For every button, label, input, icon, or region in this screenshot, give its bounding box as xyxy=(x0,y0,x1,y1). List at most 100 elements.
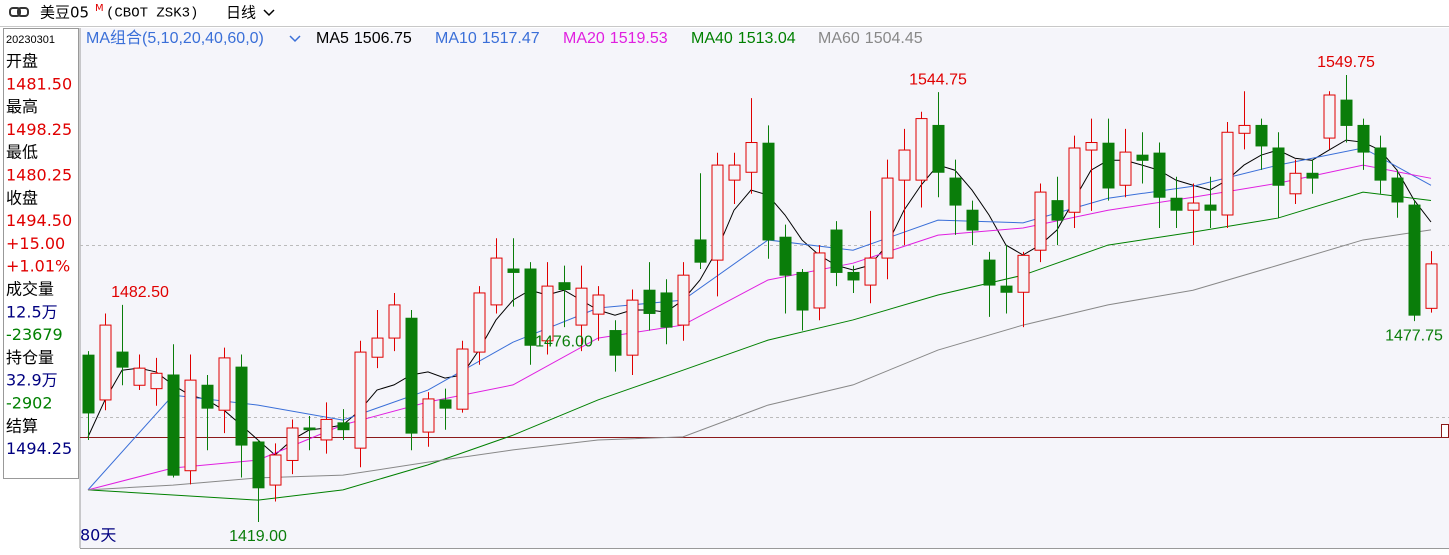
candle-body xyxy=(932,124,945,173)
candle-body xyxy=(1119,151,1132,186)
candle-body xyxy=(847,271,860,281)
info-row: 最低 xyxy=(6,143,38,162)
candle-body xyxy=(286,427,299,461)
period-label: 80天 xyxy=(80,526,116,545)
extreme-label: 1549.75 xyxy=(1317,54,1375,71)
candle-body xyxy=(422,398,435,433)
candle-body xyxy=(1391,177,1404,203)
candle-body xyxy=(1034,191,1047,251)
info-row: 32.9万 xyxy=(6,371,58,390)
legend-entry: MA10 1517.47 xyxy=(435,30,540,47)
extreme-label: 1477.75 xyxy=(1385,327,1443,344)
info-date: 20230301 xyxy=(6,34,55,46)
candle-body xyxy=(966,209,979,231)
chevron xyxy=(263,9,275,17)
candle-body xyxy=(1204,204,1217,211)
info-row: 12.5万 xyxy=(6,302,58,321)
info-row: -23679 xyxy=(6,325,63,344)
candle-body xyxy=(1340,99,1353,126)
candle-body xyxy=(388,304,401,339)
candle-body xyxy=(1289,172,1302,195)
extreme-label: 1476.00 xyxy=(535,333,593,350)
candle-body xyxy=(1068,147,1081,213)
candle-body xyxy=(949,177,962,206)
legend-value: 1513.04 xyxy=(738,30,796,47)
candle-body xyxy=(558,282,571,291)
info-row: 收盘 xyxy=(6,188,38,207)
info-row: 最高 xyxy=(6,97,38,116)
ma-line xyxy=(87,229,1432,491)
candle-body xyxy=(337,422,350,431)
candle-body xyxy=(1408,204,1421,316)
extreme-label: 1544.75 xyxy=(909,71,967,88)
candle-body xyxy=(371,337,384,358)
extreme-label: 1482.50 xyxy=(111,284,169,301)
link-icon-part xyxy=(9,7,21,17)
candle-body xyxy=(524,268,537,346)
info-row: 持仓量 xyxy=(6,348,54,367)
info-row: -2902 xyxy=(6,394,53,413)
candle-body xyxy=(898,149,911,181)
candle-body xyxy=(575,287,588,326)
candle-body xyxy=(303,427,316,431)
candle-body xyxy=(864,257,877,286)
legend-value: 1504.45 xyxy=(865,30,923,47)
chevron xyxy=(289,35,301,43)
info-row: +15.00 xyxy=(6,234,65,253)
candle-body xyxy=(1051,200,1064,221)
candle-body xyxy=(1136,154,1149,161)
candle-body xyxy=(1357,124,1370,153)
candle-body xyxy=(796,271,809,311)
link-icon-part xyxy=(17,7,29,17)
candle-body xyxy=(252,441,265,489)
candle-body xyxy=(694,239,707,263)
candle-body xyxy=(1000,285,1013,293)
candle-body xyxy=(1102,142,1115,189)
plot xyxy=(82,75,1438,522)
candle-body xyxy=(354,351,367,449)
candle-body xyxy=(1323,94,1336,139)
candle-body xyxy=(1425,263,1438,309)
link-icon[interactable] xyxy=(9,7,29,17)
candle-body xyxy=(1255,124,1268,147)
candle-body xyxy=(116,351,129,368)
info-row: 1481.50 xyxy=(6,74,72,93)
candle-body xyxy=(1221,131,1234,216)
candle-body xyxy=(728,164,741,181)
candle-body xyxy=(779,236,792,276)
candle-body xyxy=(1272,147,1285,186)
legend-name: MA20 xyxy=(563,30,605,47)
legend-name: MA40 xyxy=(691,30,733,47)
candle-body xyxy=(133,367,146,386)
legend-value: 1519.53 xyxy=(610,30,668,47)
info-panel xyxy=(3,28,79,479)
candle-body xyxy=(201,384,214,409)
legend-entry: MA20 1519.53 xyxy=(563,30,668,47)
timeframe-dropdown[interactable]: 日线 xyxy=(226,4,275,22)
info-row: 开盘 xyxy=(6,52,38,71)
candle-body xyxy=(1306,172,1319,179)
ma-group-dropdown[interactable]: MA组合(5,10,20,40,60,0) xyxy=(86,29,301,47)
timeframe: 日线 xyxy=(226,4,256,22)
candle-body xyxy=(1187,202,1200,211)
ma-line xyxy=(87,191,1432,501)
candle-body xyxy=(1085,142,1098,151)
candle-body xyxy=(218,357,231,411)
legend-entry: MA60 1504.45 xyxy=(818,30,923,47)
ma-line xyxy=(87,164,1432,491)
legend-value: 1517.47 xyxy=(482,30,540,47)
extreme-label: 1419.00 xyxy=(229,528,287,545)
candle-body xyxy=(677,274,690,326)
candle-body xyxy=(490,257,503,306)
candle-body xyxy=(762,142,775,241)
candle-body xyxy=(983,259,996,286)
chart-area xyxy=(80,28,1449,548)
legend-entry: MA5 1506.75 xyxy=(316,30,412,47)
symbol-sup: M xyxy=(95,3,104,14)
candle-body xyxy=(320,418,333,441)
candle-body xyxy=(1238,124,1251,134)
candle-body xyxy=(269,454,282,486)
candle-body xyxy=(99,324,112,401)
